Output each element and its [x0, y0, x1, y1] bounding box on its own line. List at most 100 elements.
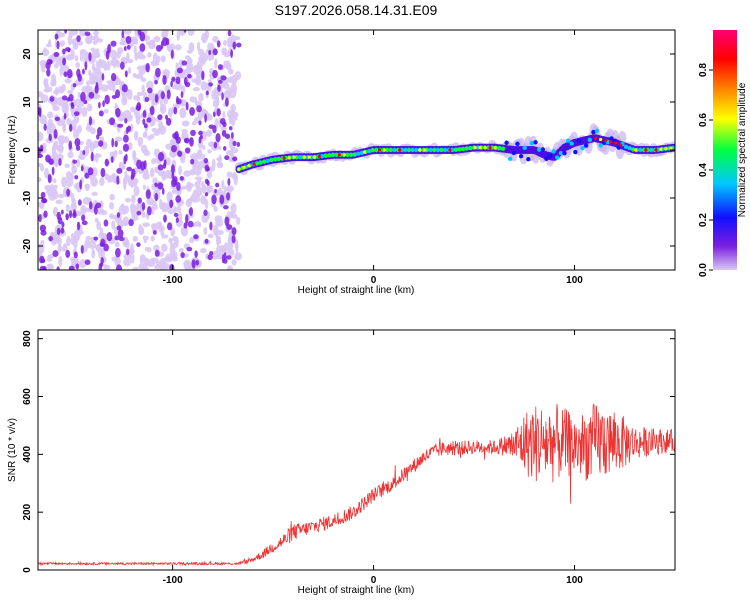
- ridge-core: [370, 147, 375, 153]
- ridge-peak: [398, 148, 402, 152]
- noise-speckle-light: [86, 82, 90, 93]
- y-tick-label: 200: [22, 503, 33, 520]
- noise-speckle: [183, 222, 188, 229]
- noise-speckle-light: [204, 198, 209, 210]
- noise-speckle-light: [193, 64, 201, 71]
- noise-speckle-light: [198, 55, 205, 64]
- noise-speckle: [154, 80, 158, 85]
- noise-speckle-light: [64, 163, 70, 168]
- ridge-peak: [252, 162, 256, 166]
- noise-speckle-light: [223, 89, 232, 100]
- noise-speckle: [66, 188, 71, 197]
- noise-speckle: [110, 156, 114, 164]
- noise-speckle: [80, 91, 86, 102]
- noise-speckle: [125, 248, 130, 256]
- ridge-peak: [418, 148, 422, 152]
- noise-speckle: [227, 177, 231, 186]
- noise-speckle: [63, 71, 68, 77]
- noise-speckle: [104, 94, 110, 105]
- noise-speckle: [80, 245, 84, 254]
- noise-speckle-light: [167, 207, 174, 215]
- ridge-core: [428, 147, 433, 153]
- noise-speckle-light: [167, 43, 172, 50]
- noise-speckle-light: [103, 263, 108, 270]
- noise-speckle-light: [156, 127, 163, 134]
- noise-speckle-light: [234, 70, 242, 80]
- noise-speckle-light: [153, 36, 161, 43]
- noise-speckle-light: [170, 227, 176, 237]
- noise-speckle-light: [70, 233, 75, 239]
- noise-speckle-light: [61, 32, 65, 38]
- noise-speckle: [227, 30, 232, 37]
- noise-speckle: [116, 167, 123, 174]
- noise-speckle: [43, 210, 48, 218]
- spectrogram-marks: [38, 30, 675, 270]
- noise-speckle: [187, 220, 194, 228]
- noise-speckle: [213, 111, 216, 118]
- noise-speckle-light: [145, 257, 150, 266]
- noise-speckle: [173, 212, 179, 218]
- noise-speckle-light: [133, 186, 140, 197]
- noise-speckle: [162, 74, 167, 85]
- noise-speckle-light: [227, 41, 234, 48]
- noise-speckle-light: [167, 107, 173, 118]
- noise-speckle: [195, 259, 200, 266]
- noise-speckle-light: [65, 177, 74, 188]
- noise-speckle-light: [124, 30, 132, 35]
- noise-speckle-light: [55, 199, 63, 205]
- noise-speckle-light: [109, 213, 114, 220]
- noise-speckle: [80, 165, 84, 172]
- noise-speckle-light: [65, 204, 70, 213]
- ridge-core: [616, 145, 621, 150]
- noise-speckle: [98, 101, 101, 109]
- noise-speckle-light: [138, 263, 144, 270]
- noise-speckle-light: [227, 265, 234, 270]
- ridge-core: [323, 153, 328, 158]
- noise-speckle: [230, 49, 233, 58]
- noise-speckle-light: [65, 54, 74, 61]
- noise-speckle: [46, 58, 53, 66]
- noise-speckle: [155, 44, 162, 52]
- noise-speckle-light: [206, 170, 213, 179]
- noise-speckle: [149, 105, 155, 116]
- noise-speckle-light: [76, 159, 80, 168]
- noise-speckle-light: [71, 165, 77, 175]
- noise-speckle-light: [50, 73, 57, 84]
- noise-speckle-light: [174, 44, 182, 51]
- ridge-core: [294, 155, 300, 160]
- noise-speckle-light: [61, 176, 67, 188]
- noise-speckle-light: [223, 51, 230, 58]
- ridge-core: [627, 145, 632, 151]
- noise-speckle: [215, 132, 221, 143]
- noise-speckle: [62, 48, 66, 55]
- ridge-core: [631, 147, 636, 152]
- ridge-core: [598, 143, 603, 148]
- noise-speckle-light: [147, 52, 152, 58]
- noise-speckle: [76, 68, 81, 78]
- noise-speckle-light: [133, 216, 139, 221]
- noise-speckle: [206, 166, 210, 172]
- ridge-core: [432, 147, 437, 153]
- noise-speckle: [88, 52, 92, 62]
- noise-speckle: [157, 164, 164, 171]
- ridge-core: [265, 158, 271, 164]
- noise-speckle-light: [53, 62, 59, 69]
- ridge-core: [526, 157, 531, 162]
- noise-speckle-light: [83, 207, 91, 213]
- ridge-core: [576, 138, 582, 143]
- noise-speckle: [157, 114, 163, 120]
- noise-speckle-light: [176, 30, 180, 42]
- noise-speckle: [81, 220, 88, 226]
- snr-marks: [38, 403, 675, 567]
- noise-speckle: [98, 110, 104, 117]
- ridge-peak: [317, 154, 321, 159]
- noise-speckle: [72, 212, 77, 219]
- noise-speckle-light: [77, 124, 82, 134]
- noise-speckle-light: [89, 142, 95, 152]
- noise-speckle-light: [77, 230, 84, 235]
- noise-speckle-light: [199, 247, 207, 254]
- noise-speckle: [83, 99, 88, 105]
- noise-speckle: [45, 154, 51, 163]
- colorbar-tick-label: 0.4: [698, 163, 709, 177]
- ridge-peak: [473, 146, 477, 150]
